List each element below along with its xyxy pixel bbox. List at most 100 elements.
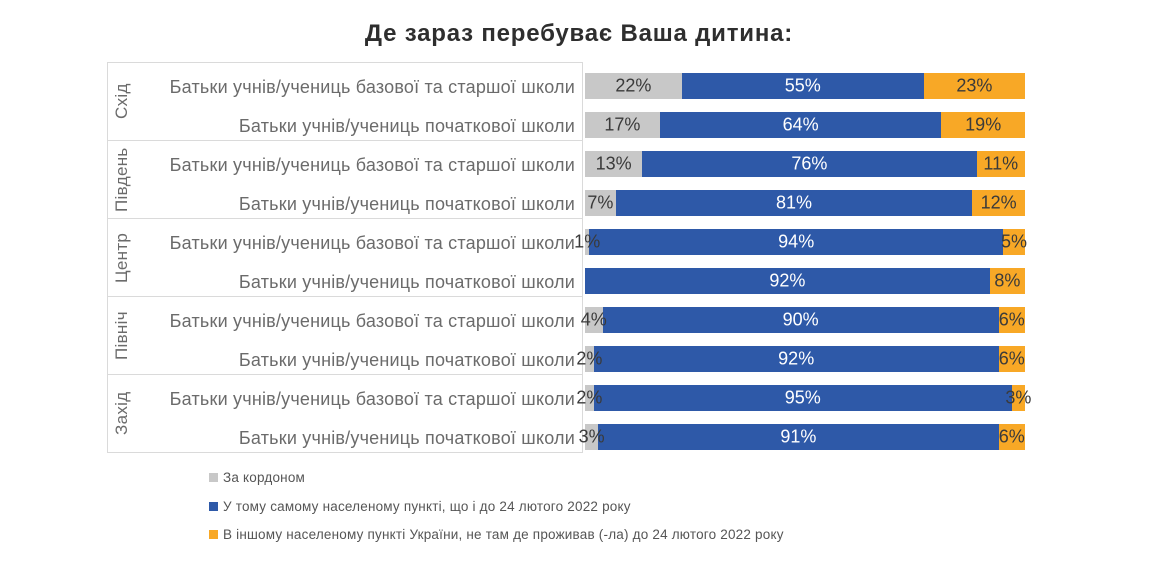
legend-swatch: [209, 473, 218, 482]
region-group: Схід Батьки учнів/учениць базової та стар…: [107, 62, 1025, 141]
segment-value-label: 95%: [784, 387, 821, 408]
group-label-box: Схід Батьки учнів/учениць базової та стар…: [107, 62, 583, 141]
group-label-box: Захід Батьки учнів/учениць базової та ста…: [107, 374, 583, 453]
segment-value-label: 90%: [782, 309, 819, 330]
bar-segment: 4%: [581, 307, 607, 333]
chart-title: Де зараз перебуває Ваша дитина:: [364, 20, 794, 47]
group-bars: 2% 95% 3% 3% 91% 6%: [576, 374, 1031, 453]
bar-segment: 95%: [593, 385, 1012, 411]
stacked-bar: 22% 55% 23%: [585, 73, 1025, 99]
bar-segment: 92%: [585, 268, 990, 294]
row-label: Батьки учнів/учениць початкової школи: [238, 272, 575, 292]
legend-item: У тому самому населеному пункті, що і до…: [209, 498, 784, 515]
segment-value-label: 2%: [576, 387, 603, 408]
bar-segment: 2%: [576, 346, 602, 372]
bar-segment: 92%: [593, 346, 999, 372]
segment-value-label: 92%: [778, 348, 815, 369]
row-labels: Батьки учнів/учениць базової та старшої …: [108, 386, 582, 463]
segment-value-label: 64%: [782, 114, 819, 135]
region-group: Південь Батьки учнів/учениць базової та с…: [107, 140, 1025, 219]
bar-segment: 81%: [615, 190, 973, 216]
bar-segment: 1%: [574, 229, 600, 255]
segment-value-label: 8%: [994, 270, 1021, 291]
group-bars: 1% 94% 5% 92% 8%: [574, 218, 1027, 297]
stacked-bar: 1% 94% 5%: [574, 229, 1027, 255]
bar-segment: 94%: [589, 229, 1003, 255]
chart: Схід Батьки учнів/учениць базової та стар…: [107, 62, 1031, 453]
row-label: Батьки учнів/учениць базової та старшої …: [169, 233, 575, 253]
row-label: Батьки учнів/учениць базової та старшої …: [169, 311, 575, 331]
region-group: Північ Батьки учнів/учениць базової та ст…: [107, 296, 1025, 375]
region-label: Захід: [112, 391, 131, 436]
segment-value-label: 11%: [983, 153, 1019, 174]
segment-value-label: 55%: [784, 75, 821, 96]
stacked-bar: 92% 8%: [585, 268, 1025, 294]
stacked-bar: 13% 76% 11%: [585, 151, 1025, 177]
region-label: Північ: [112, 311, 131, 360]
region-label: Схід: [112, 83, 131, 120]
group-label-box: Північ Батьки учнів/учениць базової та ст…: [107, 296, 583, 375]
bar-segment: 90%: [602, 307, 999, 333]
legend: За кордоном У тому самому населеному пунк…: [209, 469, 784, 555]
bar-segment: 11%: [976, 151, 1025, 177]
group-label-box: Центр Батьки учнів/учениць базової та ста…: [107, 218, 583, 297]
bar-segment: 3%: [1005, 385, 1031, 411]
group-bars: 4% 90% 6% 2% 92% 6%: [576, 296, 1025, 375]
row-labels: Батьки учнів/учениць базової та старшої …: [108, 308, 582, 385]
segment-value-label: 13%: [595, 153, 632, 174]
row-label: Батьки учнів/учениць базової та старшої …: [169, 155, 575, 175]
stacked-bar: 2% 92% 6%: [576, 346, 1025, 372]
segment-value-label: 22%: [615, 75, 652, 96]
segment-value-label: 2%: [576, 348, 603, 369]
segment-value-label: 23%: [956, 75, 993, 96]
segment-value-label: 6%: [998, 348, 1025, 369]
bar-segment: 76%: [642, 151, 977, 177]
segment-value-label: 81%: [775, 192, 812, 213]
row-label: Батьки учнів/учениць початкової школи: [238, 194, 575, 214]
segment-value-label: 94%: [778, 231, 815, 252]
row-labels: Батьки учнів/учениць базової та старшої …: [108, 152, 582, 229]
row-labels: Батьки учнів/учениць базової та старшої …: [108, 74, 582, 151]
legend-item: В іншому населеному пункті України, не т…: [209, 526, 784, 543]
legend-label: В іншому населеному пункті України, не т…: [223, 527, 784, 542]
bar-segment: 5%: [1000, 229, 1027, 255]
bar-segment: 19%: [941, 112, 1025, 138]
group-bars: 13% 76% 11% 7% 81% 12%: [585, 140, 1025, 219]
stacked-bar: 7% 81% 12%: [585, 190, 1025, 216]
row-label: Батьки учнів/учениць базової та старшої …: [169, 389, 575, 409]
segment-value-label: 4%: [580, 309, 607, 330]
segment-value-label: 17%: [604, 114, 641, 135]
bar-segment: 17%: [585, 112, 660, 138]
group-bars: 22% 55% 23% 17% 64% 19%: [585, 62, 1025, 141]
region-label: Південь: [112, 147, 131, 212]
region-label: Центр: [112, 232, 131, 283]
bar-segment: 6%: [998, 424, 1025, 450]
row-label: Батьки учнів/учениць початкової школи: [238, 116, 575, 136]
row-label: Батьки учнів/учениць початкової школи: [238, 350, 575, 370]
segment-value-label: 6%: [998, 426, 1025, 447]
segment-value-label: 19%: [965, 114, 1002, 135]
bar-segment: 7%: [585, 190, 616, 216]
stacked-bar: 4% 90% 6%: [581, 307, 1025, 333]
bar-segment: 8%: [989, 268, 1025, 294]
segment-value-label: 12%: [980, 192, 1017, 213]
legend-swatch: [209, 530, 218, 539]
segment-value-label: 5%: [1000, 231, 1027, 252]
segment-value-label: 91%: [780, 426, 817, 447]
bar-segment: 6%: [998, 346, 1025, 372]
group-label-box: Південь Батьки учнів/учениць базової та с…: [107, 140, 583, 219]
legend-label: За кордоном: [223, 470, 306, 485]
bar-segment: 3%: [579, 424, 605, 450]
bar-segment: 6%: [998, 307, 1025, 333]
stacked-bar: 3% 91% 6%: [579, 424, 1025, 450]
bar-segment: 2%: [576, 385, 602, 411]
legend-swatch: [209, 501, 218, 511]
segment-value-label: 92%: [769, 270, 806, 291]
segment-value-label: 3%: [1005, 387, 1032, 408]
segment-value-label: 3%: [578, 426, 605, 447]
segment-value-label: 1%: [574, 231, 601, 252]
legend-item: За кордоном: [209, 469, 784, 486]
bar-segment: 23%: [923, 73, 1025, 99]
row-labels: Батьки учнів/учениць базової та старшої …: [108, 230, 582, 307]
bar-segment: 12%: [972, 190, 1025, 216]
